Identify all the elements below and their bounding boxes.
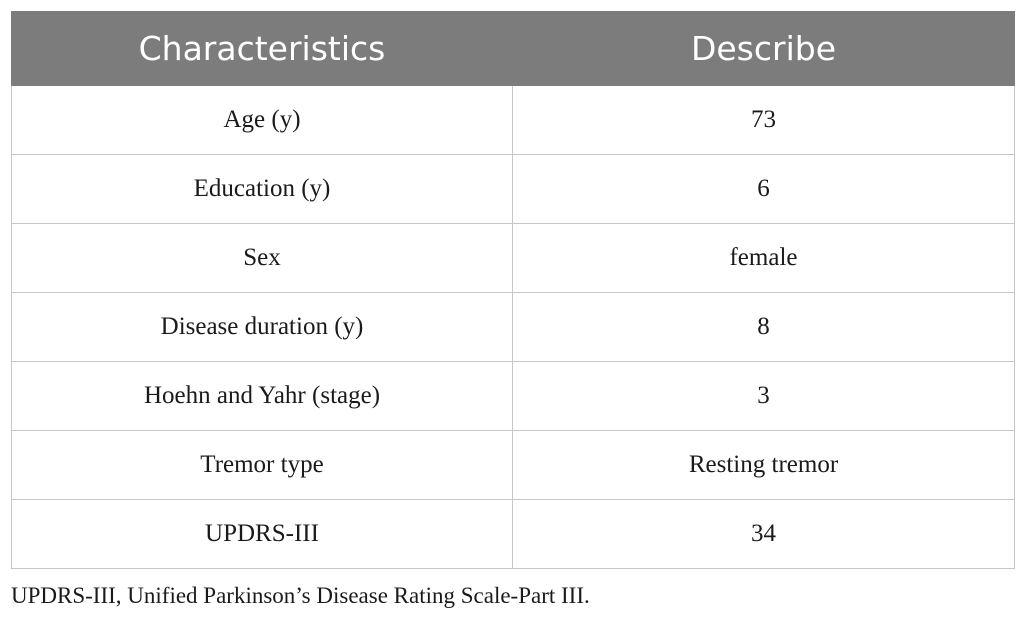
table-row: Age (y) 73 — [11, 85, 1015, 155]
characteristics-table-container: Characteristics Describe Age (y) 73 Educ… — [11, 11, 1015, 569]
characteristic-cell: Tremor type — [11, 430, 513, 500]
table-row: UPDRS-III 34 — [11, 499, 1015, 569]
value-cell: Resting tremor — [512, 430, 1015, 500]
value-cell: 73 — [512, 85, 1015, 155]
characteristic-cell: Sex — [11, 223, 513, 293]
table-row: Hoehn and Yahr (stage) 3 — [11, 361, 1015, 431]
value-cell: female — [512, 223, 1015, 293]
column-header-describe: Describe — [512, 11, 1015, 86]
value-cell: 34 — [512, 499, 1015, 569]
table-header-row: Characteristics Describe — [11, 11, 1015, 86]
characteristic-cell: Disease duration (y) — [11, 292, 513, 362]
characteristic-cell: UPDRS-III — [11, 499, 513, 569]
column-header-characteristics: Characteristics — [11, 11, 513, 86]
characteristic-cell: Education (y) — [11, 154, 513, 224]
table-row: Disease duration (y) 8 — [11, 292, 1015, 362]
table-row: Sex female — [11, 223, 1015, 293]
value-cell: 3 — [512, 361, 1015, 431]
characteristics-table: Characteristics Describe Age (y) 73 Educ… — [11, 11, 1015, 569]
table-footnote: UPDRS-III, Unified Parkinson’s Disease R… — [11, 583, 590, 608]
table-row: Education (y) 6 — [11, 154, 1015, 224]
table-row: Tremor type Resting tremor — [11, 430, 1015, 500]
characteristic-cell: Hoehn and Yahr (stage) — [11, 361, 513, 431]
value-cell: 6 — [512, 154, 1015, 224]
characteristic-cell: Age (y) — [11, 85, 513, 155]
value-cell: 8 — [512, 292, 1015, 362]
